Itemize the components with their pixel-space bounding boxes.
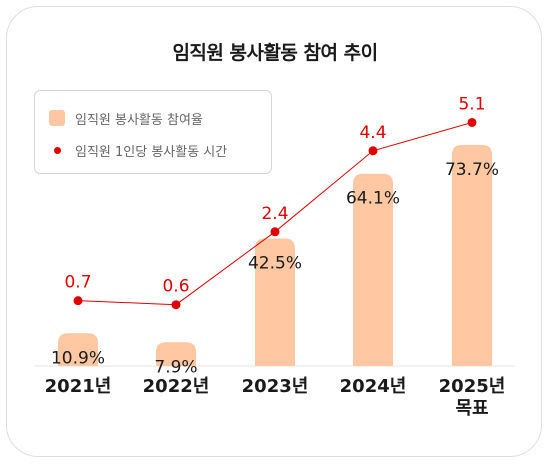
line-value-label-4: 5.1 — [458, 94, 485, 114]
line-point-3 — [368, 146, 378, 156]
bar-value-label-2: 42.5% — [248, 254, 302, 274]
bar-1 — [156, 342, 196, 366]
x-tick-label-3: 2024년 — [340, 376, 407, 397]
line-point-2 — [270, 227, 280, 237]
legend-item-hours-per-person: 임직원 1인당 봉사활동 시간 — [49, 140, 227, 160]
line-value-label-2: 2.4 — [261, 204, 288, 224]
x-tick-label-1: 2022년 — [143, 376, 210, 397]
line-point-4 — [467, 117, 477, 127]
line-value-label-1: 0.6 — [162, 277, 189, 297]
legend-bar-swatch — [49, 110, 65, 126]
x-tick-label-0: 2021년 — [45, 376, 112, 397]
x-tick-label-4: 2025년 목표 — [439, 376, 506, 419]
bar-value-label-1: 7.9% — [154, 357, 197, 377]
bar-4 — [452, 144, 492, 366]
line-value-label-3: 4.4 — [359, 123, 386, 143]
bar-3 — [353, 173, 393, 366]
legend-label-hours-per-person: 임직원 1인당 봉사활동 시간 — [75, 144, 228, 160]
bar-0 — [58, 333, 98, 366]
bar-2 — [255, 238, 295, 366]
legend-item-participation-rate: 임직원 봉사활동 참여율 — [49, 108, 203, 128]
bar-value-label-0: 10.9% — [51, 348, 105, 368]
bar-value-label-3: 64.1% — [346, 189, 400, 209]
chart-legend: 임직원 봉사활동 참여율 임직원 1인당 봉사활동 시간 — [34, 90, 272, 174]
line-value-label-0: 0.7 — [64, 273, 91, 293]
line-point-0 — [73, 296, 83, 306]
bar-value-label-4: 73.7% — [445, 160, 499, 180]
legend-line-swatch — [54, 146, 61, 154]
chart-title: 임직원 봉사활동 참여 추이 — [172, 42, 378, 64]
x-tick-label-2: 2023년 — [242, 376, 309, 397]
line-point-1 — [171, 300, 181, 310]
legend-label-participation-rate: 임직원 봉사활동 참여율 — [75, 112, 203, 128]
